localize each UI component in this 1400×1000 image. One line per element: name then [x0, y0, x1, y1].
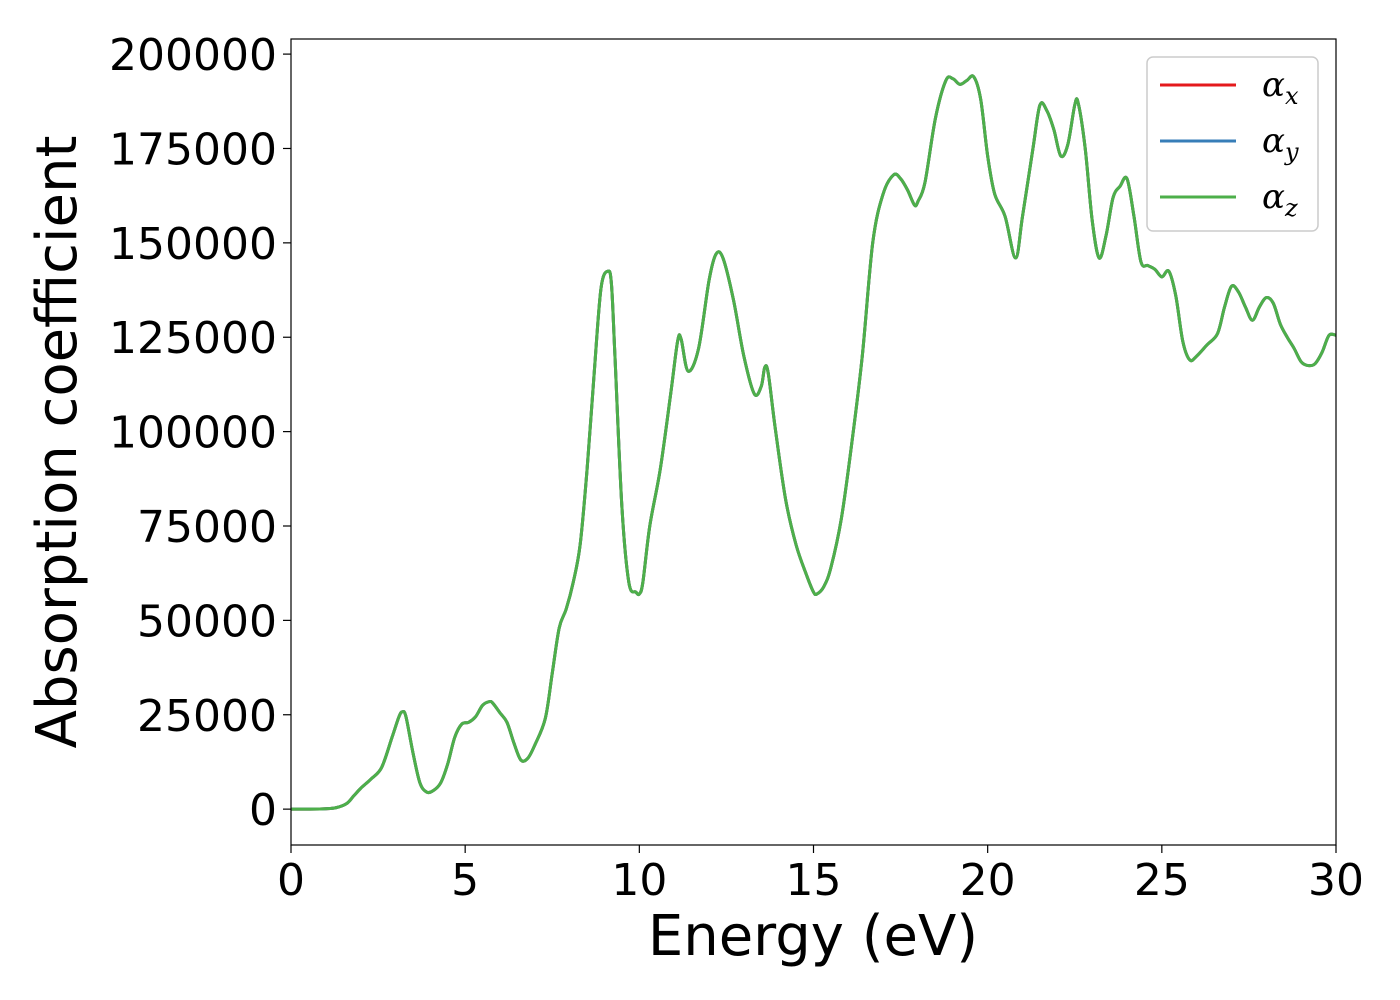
x-tick-label: 25 [1134, 855, 1190, 906]
x-axis-label: Energy (eV) [648, 904, 978, 969]
plot-area [290, 74, 1337, 811]
legend-box [1146, 56, 1319, 232]
plot-frame [290, 38, 1337, 846]
x-tick-label: 20 [960, 855, 1016, 906]
y-tick-label: 125000 [109, 313, 277, 364]
x-tick-label: 0 [277, 855, 305, 906]
y-tick-label: 200000 [109, 30, 277, 81]
x-axis: 0 5 10 15 20 25 30 [277, 845, 1364, 906]
y-tick-label: 100000 [109, 408, 277, 459]
y-tick-label: 25000 [137, 691, 277, 742]
y-tick-label: 175000 [109, 124, 277, 175]
x-tick-label: 15 [786, 855, 842, 906]
y-axis: 0 25000 50000 75000 100000 125000 150000 175000… [109, 30, 291, 836]
series-line-alpha-z [290, 74, 1337, 811]
y-tick-label: 150000 [109, 219, 277, 270]
y-tick-label: 0 [249, 785, 277, 836]
y-axis-label: Absorption coefficient [25, 136, 90, 749]
y-tick-label: 75000 [137, 502, 277, 553]
y-tick-label: 50000 [137, 596, 277, 647]
x-tick-label: 10 [611, 855, 667, 906]
x-tick-label: 5 [451, 855, 479, 906]
x-tick-label: 30 [1308, 855, 1364, 906]
